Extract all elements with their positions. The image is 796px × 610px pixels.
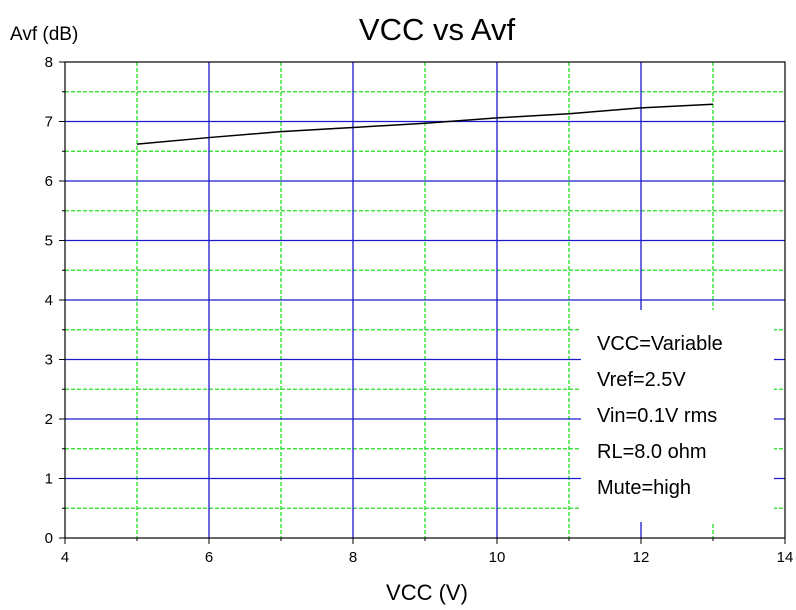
y-tick-label: 6 — [45, 173, 53, 190]
y-tick-label: 2 — [45, 411, 53, 428]
annotation-box — [581, 310, 774, 522]
series-layer — [136, 103, 714, 145]
y-axis-label: Avf (dB) — [10, 24, 78, 45]
y-tick-label: 8 — [45, 54, 53, 71]
y-tick-label: 7 — [45, 114, 53, 131]
y-tick-label: 1 — [45, 471, 53, 488]
annotation-line: VCC=Variable — [597, 333, 723, 355]
y-tick-label: 3 — [45, 352, 53, 369]
x-tick-label: 8 — [349, 549, 357, 566]
y-tick-label: 4 — [45, 292, 53, 309]
annotation-line: Vin=0.1V rms — [597, 405, 717, 427]
x-tick-label: 4 — [61, 549, 69, 566]
chart-title: VCC vs Avf — [359, 12, 516, 47]
y-tick-label: 0 — [45, 530, 53, 547]
x-axis-label: VCC (V) — [386, 580, 468, 605]
annotation-line: Vref=2.5V — [597, 369, 686, 391]
x-tick-label: 14 — [777, 549, 794, 566]
y-tick-label: 5 — [45, 233, 53, 250]
annotation-line: Mute=high — [597, 477, 691, 499]
series-line — [136, 103, 714, 145]
x-tick-label: 6 — [205, 549, 213, 566]
annotation-text: VCC=Variable Vref=2.5V Vin=0.1V rms RL=8.0 … — [597, 333, 723, 499]
x-tick-label: 12 — [633, 549, 650, 566]
annotation-line: RL=8.0 ohm — [597, 441, 707, 463]
grid — [65, 62, 785, 538]
x-tick-label: 10 — [489, 549, 506, 566]
